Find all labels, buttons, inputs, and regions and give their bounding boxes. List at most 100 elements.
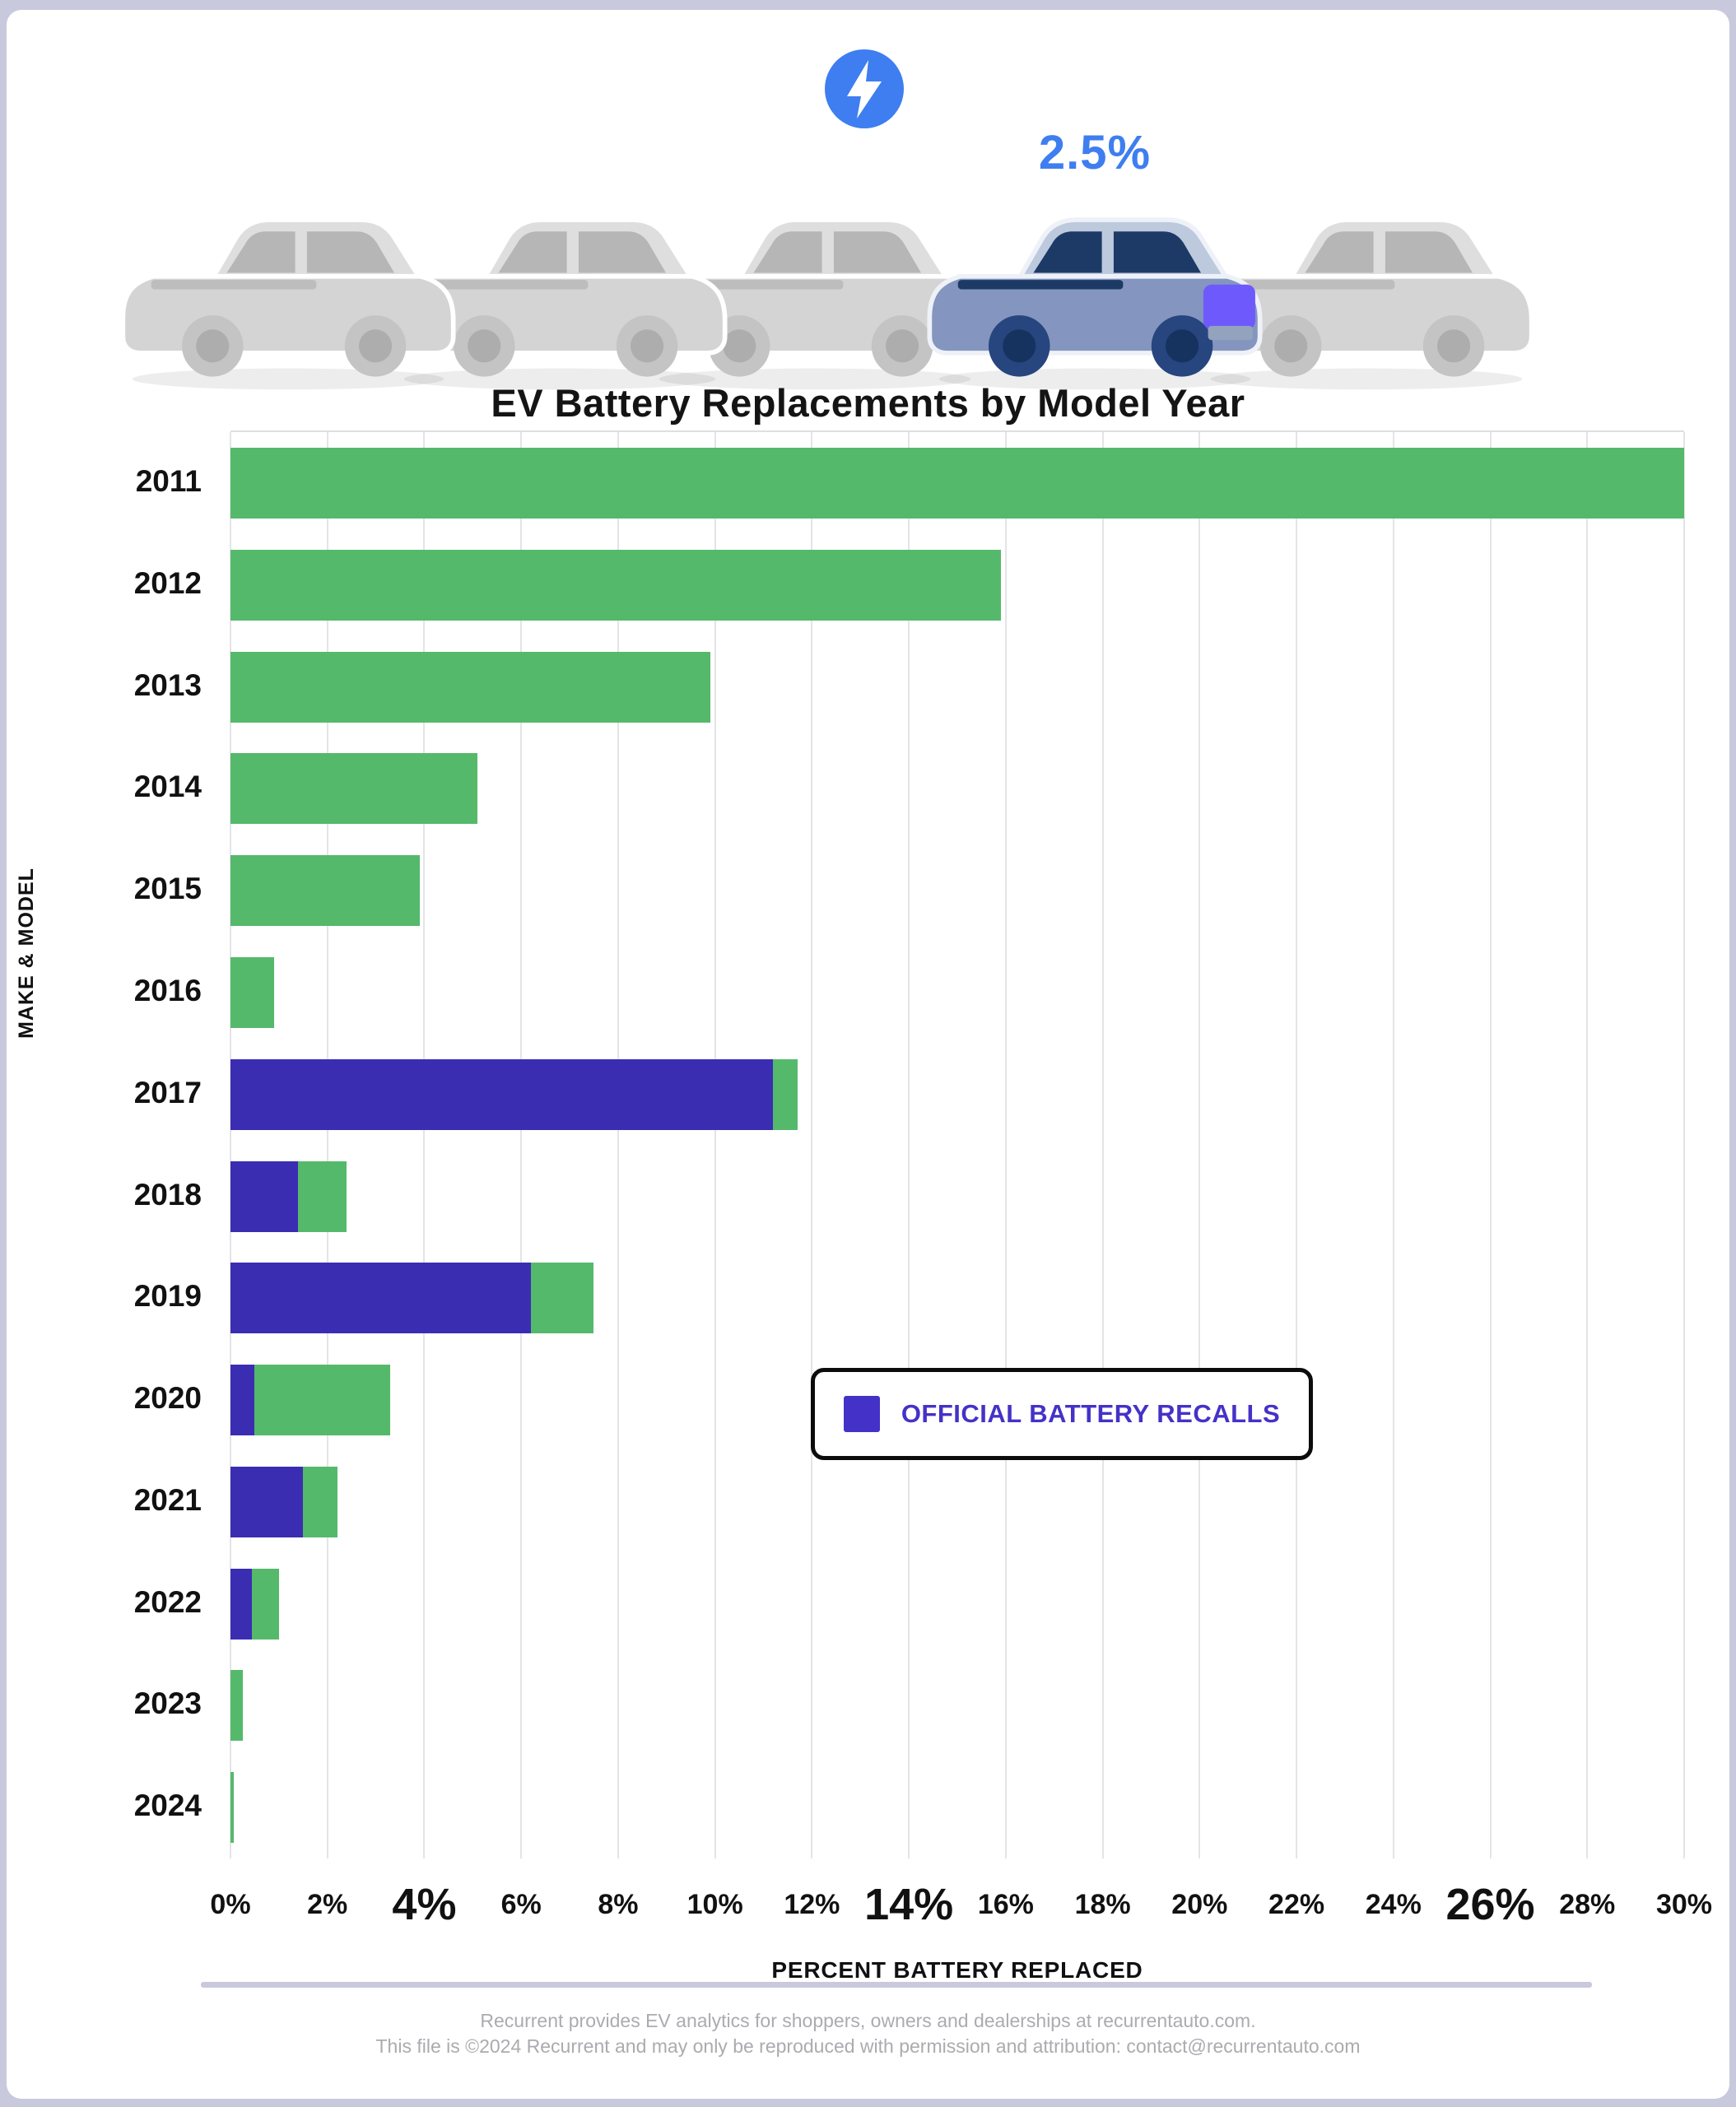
gridline — [1198, 432, 1201, 1858]
gridline — [1004, 432, 1007, 1858]
gridline — [423, 432, 426, 1858]
bar-row-2020 — [230, 1365, 1684, 1436]
car-row-illustration — [0, 204, 1736, 402]
replacement-bar-segment — [230, 956, 274, 1028]
y-tick-label: 2016 — [133, 973, 202, 1007]
gridline — [714, 432, 716, 1858]
bar-row-2024 — [230, 1772, 1684, 1844]
gridline — [1392, 432, 1394, 1858]
x-tick-label: 10% — [686, 1889, 743, 1920]
gridline — [1586, 432, 1589, 1858]
y-tick-label: 2020 — [133, 1381, 202, 1416]
footer-divider — [201, 1982, 1592, 1988]
bar-row-2018 — [230, 1160, 1684, 1232]
x-tick-label: 0% — [210, 1889, 251, 1920]
replacement-bar-segment — [230, 855, 420, 927]
footer: Recurrent provides EV analytics for shop… — [0, 2008, 1736, 2059]
bar-row-2016 — [230, 956, 1684, 1028]
x-tick-label: 6% — [500, 1889, 542, 1920]
x-tick-label: 14% — [864, 1880, 954, 1929]
replacement-bar-segment — [298, 1160, 347, 1232]
plot-area: OFFICIAL BATTERY RECALLS — [230, 430, 1685, 1858]
y-tick-label: 2015 — [133, 872, 202, 906]
y-axis-label: MAKE & MODEL — [15, 867, 38, 1039]
y-tick-label: 2023 — [133, 1686, 202, 1721]
replacement-bar-segment — [303, 1466, 337, 1537]
bar-row-2023 — [230, 1670, 1684, 1742]
bar-row-2019 — [230, 1263, 1684, 1334]
y-tick-label: 2017 — [133, 1075, 202, 1109]
x-axis-tick-labels: 0% 2% 4% 6% 8% 10% 12% 14% 16% 18% 20% 22% 24% 26% 28%… — [210, 1870, 1712, 1944]
y-tick-label: 2014 — [133, 770, 202, 804]
gridline — [1683, 432, 1685, 1858]
legend-label: OFFICIAL BATTERY RECALLS — [901, 1399, 1281, 1428]
bar-row-2015 — [230, 855, 1684, 927]
recall-bar-segment — [230, 1263, 531, 1334]
car-icon-highlighted — [918, 204, 1272, 393]
bar-row-2012 — [230, 549, 1684, 621]
replacement-bar-segment — [230, 1772, 234, 1844]
y-tick-label: 2013 — [133, 667, 202, 702]
gridline — [520, 432, 523, 1858]
bar-row-2021 — [230, 1466, 1684, 1537]
y-tick-label: 2021 — [133, 1482, 202, 1517]
chart-title: EV Battery Replacements by Model Year — [491, 381, 1245, 425]
y-tick-label: 2011 — [135, 464, 202, 498]
x-tick-label: 16% — [977, 1889, 1034, 1920]
x-tick-label: 22% — [1268, 1889, 1325, 1920]
legend: OFFICIAL BATTERY RECALLS — [811, 1368, 1313, 1460]
x-tick-label: 24% — [1365, 1889, 1422, 1920]
recall-bar-segment — [230, 1365, 255, 1436]
y-tick-label: 2019 — [133, 1279, 202, 1314]
recall-bar-segment — [230, 1058, 774, 1130]
x-tick-label: 26% — [1445, 1880, 1535, 1929]
gridline — [326, 432, 328, 1858]
gridline — [811, 432, 813, 1858]
y-tick-label: 2018 — [133, 1177, 202, 1212]
y-tick-label: 2012 — [133, 565, 202, 600]
legend-swatch-recalls — [843, 1396, 880, 1432]
gridline — [1489, 432, 1492, 1858]
footer-line-2: This file is ©2024 Recurrent and may onl… — [375, 2035, 1361, 2057]
x-tick-label: 12% — [784, 1889, 840, 1920]
bar-row-2014 — [230, 753, 1684, 825]
x-axis-label: PERCENT BATTERY REPLACED — [771, 1957, 1143, 1983]
recall-bar-segment — [230, 1160, 299, 1232]
replacement-bar-segment — [530, 1263, 594, 1334]
replacement-bar-segment — [230, 1670, 243, 1742]
highlight-stat: 2.5% — [1038, 126, 1152, 179]
x-tick-label: 20% — [1171, 1889, 1228, 1920]
car-icon — [1189, 204, 1543, 393]
gridline — [908, 432, 910, 1858]
bar-row-2022 — [230, 1568, 1684, 1640]
replacement-bar-segment — [252, 1568, 279, 1640]
x-tick-label: 4% — [392, 1880, 457, 1929]
x-tick-label: 30% — [1655, 1889, 1713, 1920]
x-tick-label: 8% — [598, 1889, 639, 1920]
x-tick-label: 18% — [1074, 1889, 1131, 1920]
y-axis-tick-labels: 2011 2012 2013 2014 2015 2016 2017 2018 2019 2020… — [45, 0, 202, 2107]
gridline — [230, 432, 231, 1858]
footer-line-1: Recurrent provides EV analytics for shop… — [480, 2010, 1256, 2031]
bar-row-2013 — [230, 651, 1684, 723]
replacement-bar-segment — [230, 549, 1001, 621]
car-icon — [383, 204, 737, 393]
replacement-bar-segment — [230, 448, 1684, 519]
lightning-icon — [825, 49, 904, 128]
bar-row-2011 — [230, 448, 1684, 519]
replacement-bar-segment — [254, 1365, 391, 1436]
replacement-bar-segment — [230, 753, 478, 825]
y-tick-label: 2024 — [133, 1788, 202, 1823]
gridline — [617, 432, 619, 1858]
x-tick-label: 28% — [1559, 1889, 1616, 1920]
car-icon — [638, 204, 992, 393]
replacement-bar-segment — [230, 651, 710, 723]
car-icon — [111, 204, 465, 393]
gridline — [1101, 432, 1104, 1858]
gridline — [1296, 432, 1298, 1858]
bar-row-2017 — [230, 1058, 1684, 1130]
x-tick-label: 2% — [307, 1889, 348, 1920]
recall-bar-segment — [230, 1568, 253, 1640]
y-tick-label: 2022 — [133, 1584, 202, 1619]
replacement-bar-segment — [773, 1058, 798, 1130]
